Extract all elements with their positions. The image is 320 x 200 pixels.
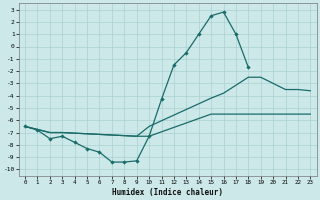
X-axis label: Humidex (Indice chaleur): Humidex (Indice chaleur)	[112, 188, 223, 197]
